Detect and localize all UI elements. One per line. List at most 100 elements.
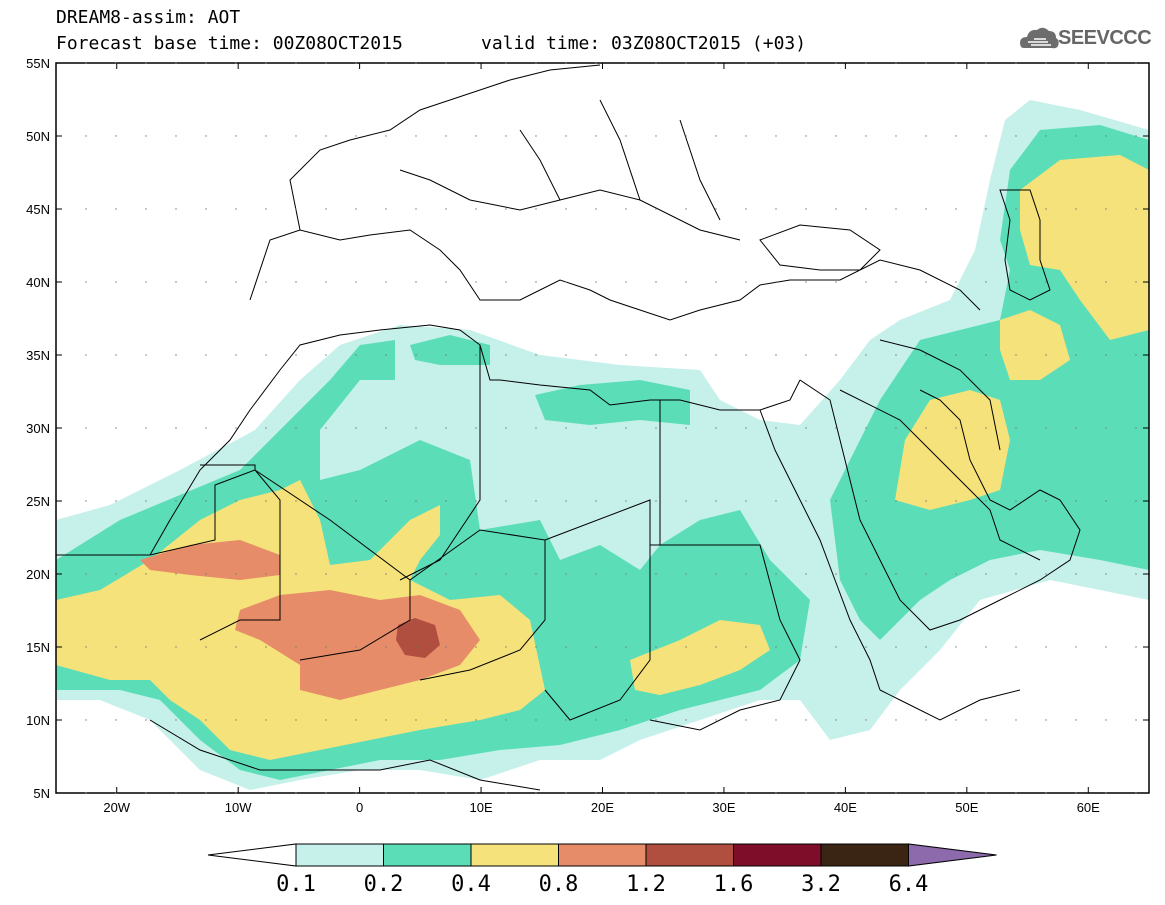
grid-dot xyxy=(85,427,87,429)
grid-dot xyxy=(265,281,267,283)
grid-dot xyxy=(865,62,867,64)
grid-dot xyxy=(85,792,87,794)
coast-arabia xyxy=(799,379,1081,631)
grid-dot xyxy=(715,573,717,575)
lon-label: 40E xyxy=(834,800,857,815)
grid-dot xyxy=(175,208,177,210)
grid-dot xyxy=(85,573,87,575)
grid-dot xyxy=(145,208,147,210)
grid-dot xyxy=(535,208,537,210)
lat-label: 40N xyxy=(26,275,50,290)
grid-dot xyxy=(805,208,807,210)
grid-dot xyxy=(355,646,357,648)
grid-dot xyxy=(205,208,207,210)
grid-dot xyxy=(715,792,717,794)
grid-dot xyxy=(175,646,177,648)
grid-dot xyxy=(325,135,327,137)
grid-dot xyxy=(235,62,237,64)
grid-dot xyxy=(145,62,147,64)
grid-dot xyxy=(985,719,987,721)
grid-dot xyxy=(325,62,327,64)
grid-dot xyxy=(835,500,837,502)
grid-dot xyxy=(625,208,627,210)
coast-east-africa xyxy=(879,689,1021,721)
grid-dot xyxy=(475,281,477,283)
grid-dot xyxy=(565,281,567,283)
grid-dot xyxy=(805,135,807,137)
grid-dot xyxy=(295,573,297,575)
coast-europe xyxy=(249,229,981,321)
grid-dot xyxy=(715,719,717,721)
grid-dot xyxy=(865,281,867,283)
grid-dot xyxy=(925,62,927,64)
grid-dot xyxy=(535,792,537,794)
grid-dot xyxy=(475,62,477,64)
grid-dot xyxy=(325,427,327,429)
grid-dot xyxy=(115,135,117,137)
grid-dot xyxy=(235,646,237,648)
grid-dot xyxy=(145,354,147,356)
grid-dot xyxy=(175,500,177,502)
grid-dot xyxy=(175,792,177,794)
grid-dot xyxy=(415,719,417,721)
colorbar-cell xyxy=(733,843,822,867)
colorbar-left-arrow xyxy=(207,843,297,867)
grid-dot xyxy=(235,135,237,137)
grid-dot xyxy=(565,208,567,210)
grid-dot xyxy=(745,208,747,210)
lon-labels: 20W 10W 0 10E 20E 30E 40E 50E 60E xyxy=(103,800,1100,815)
grid-dot xyxy=(865,573,867,575)
colorbar-label: 6.4 xyxy=(888,872,929,897)
grid-dot xyxy=(235,427,237,429)
coastlines xyxy=(56,64,1081,791)
grid-dot xyxy=(1045,62,1047,64)
grid-dot xyxy=(535,281,537,283)
grid-dot xyxy=(505,500,507,502)
grid-dot xyxy=(355,719,357,721)
grid-dot xyxy=(325,500,327,502)
grid-dot xyxy=(355,792,357,794)
grid-dot xyxy=(205,354,207,356)
grid-dot xyxy=(865,719,867,721)
grid-dot xyxy=(655,135,657,137)
grid-dot xyxy=(145,792,147,794)
grid-dot xyxy=(535,719,537,721)
grid-dot xyxy=(625,135,627,137)
grid-dot xyxy=(445,500,447,502)
grid-dot xyxy=(775,573,777,575)
border-algeria xyxy=(399,345,481,581)
grid-dot xyxy=(235,354,237,356)
grid-dot xyxy=(985,281,987,283)
grid-dot xyxy=(895,573,897,575)
grid-dot xyxy=(505,719,507,721)
grid-dot xyxy=(1105,208,1107,210)
grid-dot xyxy=(1075,500,1077,502)
chart-title: DREAM8-assim: AOT xyxy=(56,7,241,28)
grid-dot xyxy=(325,646,327,648)
forecast-base-time: Forecast base time: 00Z08OCT2015 xyxy=(56,33,403,54)
grid-dot xyxy=(475,573,477,575)
grid-dot xyxy=(355,135,357,137)
grid-dot xyxy=(295,646,297,648)
grid-dot xyxy=(595,281,597,283)
grid-dot xyxy=(655,500,657,502)
grid-dot xyxy=(205,281,207,283)
grid-dot xyxy=(685,573,687,575)
grid-dot xyxy=(625,792,627,794)
grid-dot xyxy=(985,135,987,137)
grid-dot xyxy=(1075,719,1077,721)
lat-label: 10N xyxy=(26,713,50,728)
grid-dot xyxy=(865,208,867,210)
grid-dot xyxy=(655,208,657,210)
grid-dot xyxy=(175,719,177,721)
grid-dot xyxy=(295,354,297,356)
lon-label: 10W xyxy=(225,800,252,815)
grid-dot xyxy=(1075,427,1077,429)
grid-dot xyxy=(1135,500,1137,502)
grid-dot xyxy=(625,281,627,283)
grid-dot xyxy=(265,792,267,794)
grid-dot xyxy=(865,500,867,502)
grid-dot xyxy=(505,62,507,64)
grid-dot xyxy=(565,62,567,64)
grid-dot xyxy=(535,62,537,64)
